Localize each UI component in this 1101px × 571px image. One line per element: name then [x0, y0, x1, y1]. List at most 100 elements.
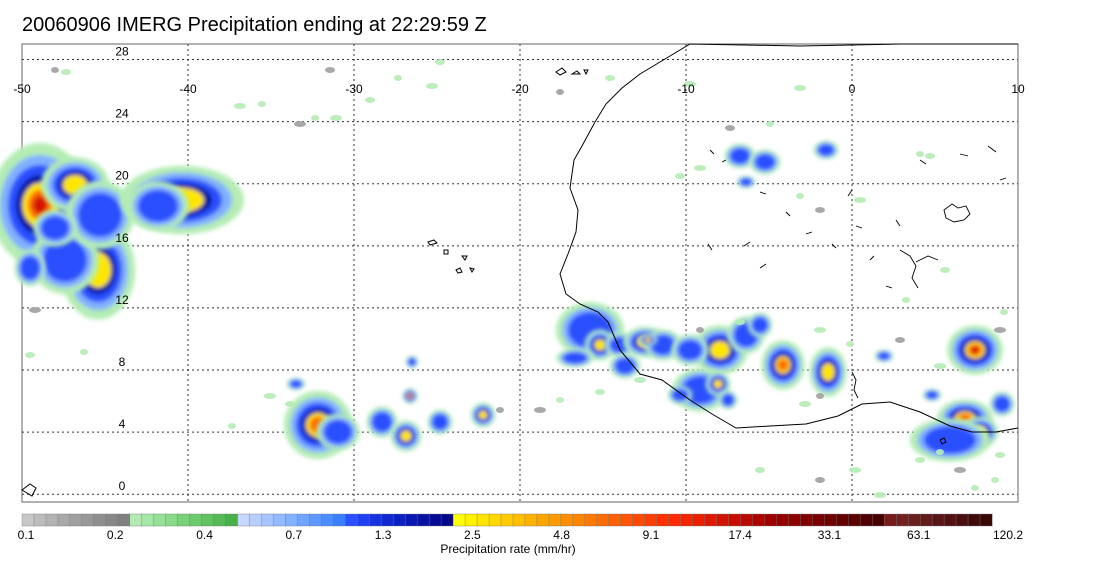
light-rain — [995, 452, 1005, 458]
island-capeverde-2 — [443, 249, 468, 274]
colorbar-swatch — [848, 513, 861, 527]
colorbar-swatch — [488, 513, 502, 527]
light-rain — [294, 121, 306, 127]
colorbar-swatch — [81, 513, 95, 527]
colorbar-swatch — [93, 513, 107, 527]
colorbar-swatch — [369, 513, 382, 527]
light-rain — [815, 207, 825, 213]
colorbar-swatch — [45, 513, 59, 527]
lon-label: -20 — [511, 82, 529, 96]
colorbar-swatch — [716, 513, 730, 527]
colorbar-swatch — [33, 513, 47, 527]
colorbar-swatch — [357, 513, 370, 527]
colorbar-swatch — [524, 513, 538, 527]
light-rain — [991, 477, 999, 483]
rain-contour — [400, 430, 412, 442]
island-capeverde-1 — [427, 239, 438, 246]
light-rain — [311, 115, 319, 121]
light-rain — [816, 393, 824, 399]
light-rain — [902, 297, 910, 303]
light-rain — [534, 407, 546, 413]
rain-cell — [556, 348, 594, 368]
rain-contour — [752, 317, 768, 333]
colorbar-swatch — [452, 513, 466, 527]
rain-contour — [994, 396, 1010, 412]
colorbar-swatch — [656, 513, 670, 527]
rain-cell — [761, 340, 805, 390]
light-rain — [954, 467, 966, 473]
rain-contour — [372, 412, 392, 432]
colorbar-swatch — [69, 513, 83, 527]
colorbar-tick-label: 2.5 — [464, 528, 481, 542]
rain-contour — [41, 216, 69, 240]
light-rain — [675, 173, 685, 179]
rain-contour — [713, 379, 723, 389]
light-rain — [29, 307, 41, 313]
light-rain — [264, 393, 276, 399]
colorbar-tick-label: 0.2 — [106, 528, 124, 542]
rain-contour — [478, 410, 488, 420]
light-rain — [755, 467, 765, 473]
light-rain — [330, 115, 342, 121]
colorbar-swatch — [189, 513, 203, 527]
light-rain — [285, 401, 295, 407]
colorbar-swatch — [919, 513, 933, 527]
colorbar-swatch — [788, 513, 801, 527]
rain-cell — [427, 409, 453, 435]
rain-cell — [33, 209, 77, 247]
colorbar-tick-label: 1.3 — [374, 528, 392, 542]
light-rain — [696, 327, 704, 333]
colorbar-swatch — [345, 513, 358, 527]
lat-label: 4 — [119, 417, 126, 431]
lake-fragments — [707, 145, 1007, 289]
rain-cell — [667, 385, 693, 405]
lon-label: -30 — [345, 82, 363, 96]
colorbar-swatch — [836, 513, 849, 527]
light-rain — [766, 121, 774, 127]
rain-contour — [563, 352, 587, 364]
rain-contour — [755, 154, 775, 170]
light-rain — [80, 349, 88, 355]
colorbar — [21, 513, 993, 527]
colorbar-swatch — [931, 513, 945, 527]
light-rain — [849, 467, 861, 473]
rain-contour — [926, 391, 938, 399]
colorbar-swatch — [776, 513, 789, 527]
light-rain — [940, 267, 950, 273]
rain-cell — [718, 390, 738, 410]
light-rain — [25, 352, 35, 358]
colorbar-swatch — [129, 513, 143, 527]
colorbar-swatch — [405, 513, 418, 527]
lat-label: 8 — [119, 355, 126, 369]
colorbar-swatch — [979, 513, 993, 527]
volta-lake — [851, 371, 859, 399]
colorbar-tick-label: 17.4 — [728, 528, 752, 542]
rain-contour — [408, 394, 412, 398]
colorbar-swatch — [692, 513, 706, 527]
colorbar-swatch — [117, 513, 131, 527]
rain-contour — [615, 358, 635, 374]
colorbar-swatch — [512, 513, 526, 527]
colorbar-swatch — [105, 513, 119, 527]
graticule — [22, 44, 1018, 502]
lon-label: -50 — [13, 82, 31, 96]
lake-chad — [943, 203, 971, 223]
light-rain — [684, 81, 696, 87]
niger-river — [899, 249, 939, 289]
colorbar-swatch — [800, 513, 813, 527]
colorbar-swatch — [895, 513, 909, 527]
colorbar-swatch — [967, 513, 981, 527]
rain-contour — [32, 196, 48, 214]
island-bioko — [939, 437, 947, 445]
rain-contour — [878, 352, 890, 360]
lat-label: 0 — [119, 479, 126, 493]
light-rain — [496, 407, 504, 413]
colorbar-swatch — [141, 513, 155, 527]
colorbar-swatch — [297, 513, 310, 527]
rain-contour — [138, 190, 178, 222]
colorbar-swatch — [680, 513, 694, 527]
light-rain — [435, 59, 445, 65]
light-rain — [365, 97, 375, 103]
light-rain — [61, 69, 71, 75]
colorbar-swatch — [333, 513, 346, 527]
